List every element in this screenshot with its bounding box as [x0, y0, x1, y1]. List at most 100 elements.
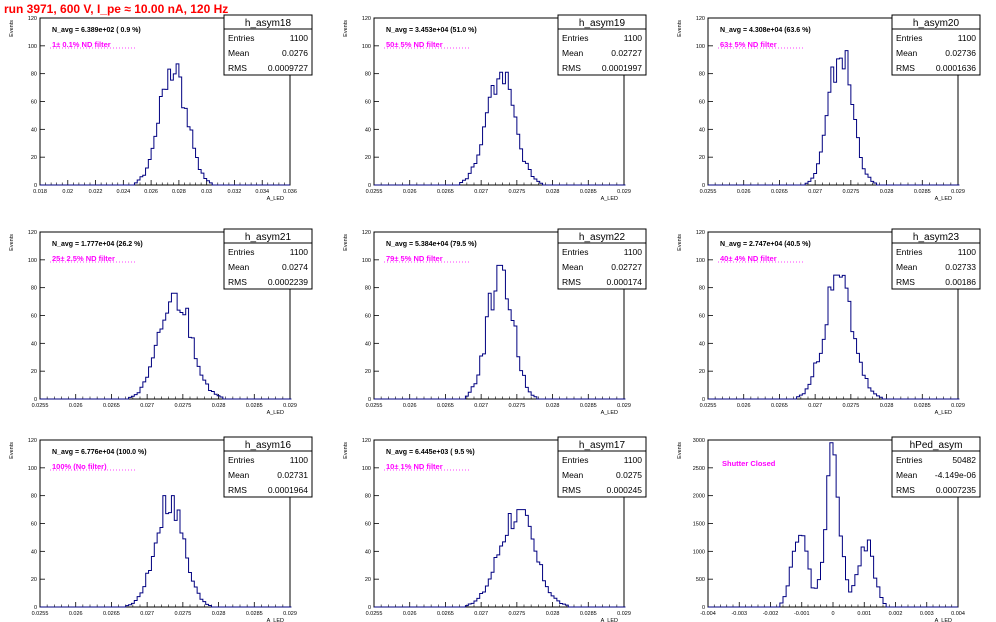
x-tick-label: 0.028: [546, 189, 560, 195]
y-tick-label: 120: [696, 16, 705, 22]
stats-value-mean: 0.02727: [611, 262, 642, 272]
y-tick-label: 120: [362, 230, 371, 236]
histogram-panel-h_asym21: 0.0255 0.026 0.0265 0.027 0.0275 0.028 0.0285 0…: [9, 228, 313, 416]
x-tick-label: 0.0255: [366, 611, 383, 617]
stats-value-rms: 0.0002239: [268, 277, 308, 287]
y-tick-label: 20: [365, 577, 371, 583]
x-tick-label: 0.029: [283, 611, 297, 617]
stats-value-rms: 0.0001636: [936, 63, 976, 73]
y-tick-label: 1000: [693, 549, 705, 555]
histogram-line: [374, 264, 626, 400]
stats-value-entries: 1100: [958, 33, 977, 43]
stats-box-frame: [223, 436, 313, 498]
y-tick-label: 120: [362, 16, 371, 22]
x-tick-label: 0.028: [546, 611, 560, 617]
histogram-line: [708, 442, 958, 608]
x-tick-label: 0.024: [116, 189, 130, 195]
x-axis-title: A_LED: [267, 618, 284, 622]
stats-key-rms: RMS: [562, 277, 581, 287]
x-tick-label: 0.018: [33, 189, 47, 195]
y-tick-label: 120: [28, 438, 37, 444]
stats-value-entries: 1100: [624, 455, 643, 465]
stats-key-rms: RMS: [228, 485, 247, 495]
stats-key-mean: Mean: [228, 470, 250, 480]
histogram-name: h_asym16: [245, 440, 292, 451]
y-axis-title: Events: [9, 234, 15, 251]
x-tick-label: 0.0285: [914, 403, 931, 409]
histogram-panel-h_asym23: 0.0255 0.026 0.0265 0.027 0.0275 0.028 0.0285 0…: [677, 228, 981, 416]
stats-value-mean: 0.0274: [282, 262, 308, 272]
x-tick-label: 0.0275: [174, 403, 191, 409]
stats-box-frame: [557, 14, 647, 76]
x-tick-label: 0.028: [172, 189, 186, 195]
stats-value-rms: 0.0001997: [602, 63, 642, 73]
filter-label: 25± 2.5% ND filter: [52, 254, 115, 263]
y-tick-label: 100: [28, 258, 37, 264]
stats-key-mean: Mean: [562, 470, 584, 480]
stats-value-mean: -4.149e-06: [935, 470, 976, 480]
x-tick-label: 0.0265: [437, 189, 454, 195]
x-tick-label: 0.026: [69, 611, 83, 617]
navg-label: N_avg = 1.777e+04 (26.2 %): [52, 241, 143, 248]
x-tick-label: 0.029: [951, 403, 965, 409]
y-tick-label: 60: [365, 522, 371, 528]
stats-key-mean: Mean: [896, 48, 918, 58]
y-tick-label: 2000: [693, 494, 705, 500]
x-tick-label: 0.001: [857, 611, 871, 617]
stats-value-rms: 0.0001964: [268, 485, 308, 495]
x-tick-label: 0.003: [920, 611, 934, 617]
y-tick-label: 100: [28, 44, 37, 50]
y-tick-label: 100: [28, 466, 37, 472]
stats-value-entries: 50482: [952, 455, 976, 465]
histogram-line: [40, 495, 292, 608]
y-tick-label: 20: [365, 369, 371, 375]
x-tick-label: 0.028: [546, 403, 560, 409]
stats-value-entries: 1100: [624, 33, 643, 43]
histogram-name: h_asym18: [245, 18, 292, 29]
run-title: run 3971, 600 V, I_pe ≈ 10.00 nA, 120 Hz: [4, 2, 229, 16]
stats-key-rms: RMS: [562, 63, 581, 73]
stats-box: h_asym18 Entries 1100 Mean 0.0276 RMS 0.000972…: [223, 14, 313, 76]
y-tick-label: 20: [699, 155, 705, 161]
histogram-line: [708, 274, 960, 400]
stats-box: h_asym17 Entries 1100 Mean 0.0275 RMS 0.000245: [557, 436, 647, 498]
x-tick-label: 0.028: [212, 611, 226, 617]
stats-key-rms: RMS: [896, 277, 915, 287]
y-tick-label: 20: [31, 577, 37, 583]
histogram-panel-h_asym16: 0.0255 0.026 0.0265 0.027 0.0275 0.028 0.0285 0…: [9, 436, 313, 622]
histogram-line: [708, 50, 960, 186]
y-tick-label: 80: [31, 494, 37, 500]
stats-value-rms: 0.00186: [945, 277, 976, 287]
stats-box-frame: [891, 228, 981, 290]
y-tick-label: 3000: [693, 438, 705, 444]
y-tick-label: 100: [362, 44, 371, 50]
histogram-name: h_asym21: [245, 232, 292, 243]
x-tick-label: 0.0285: [580, 189, 597, 195]
x-tick-label: 0.0275: [508, 403, 525, 409]
y-tick-label: 80: [31, 286, 37, 292]
y-tick-label: 40: [365, 127, 371, 133]
x-tick-label: 0.03: [201, 189, 212, 195]
filter-label: 100% (No filter): [52, 462, 107, 471]
x-tick-label: -0.001: [794, 611, 810, 617]
x-axis-title: A_LED: [935, 618, 952, 622]
y-tick-label: 80: [365, 72, 371, 78]
histogram-panel-h_asym17: 0.0255 0.026 0.0265 0.027 0.0275 0.028 0.0285 0…: [343, 436, 647, 622]
x-tick-label: 0.027: [808, 403, 822, 409]
x-tick-label: -0.003: [731, 611, 747, 617]
stats-value-entries: 1100: [290, 33, 309, 43]
x-tick-label: 0.0275: [508, 611, 525, 617]
stats-key-mean: Mean: [896, 262, 918, 272]
y-tick-label: 40: [31, 549, 37, 555]
histogram-panel-hPed_asym: -0.004 -0.003 -0.002 -0.001 0 0.001 0.002 0.003…: [677, 436, 981, 622]
histogram-name: hPed_asym: [910, 440, 963, 451]
y-tick-label: 60: [699, 314, 705, 320]
y-tick-label: 0: [702, 605, 705, 611]
x-tick-label: 0.028: [880, 403, 894, 409]
y-tick-label: 40: [699, 127, 705, 133]
stats-box: h_asym21 Entries 1100 Mean 0.0274 RMS 0.000223…: [223, 228, 313, 290]
y-tick-label: 80: [365, 494, 371, 500]
histogram-panel-h_asym19: 0.0255 0.026 0.0265 0.027 0.0275 0.028 0.0285 0…: [343, 14, 647, 202]
x-axis-title: A_LED: [935, 196, 952, 202]
stats-box-frame: [891, 436, 981, 498]
